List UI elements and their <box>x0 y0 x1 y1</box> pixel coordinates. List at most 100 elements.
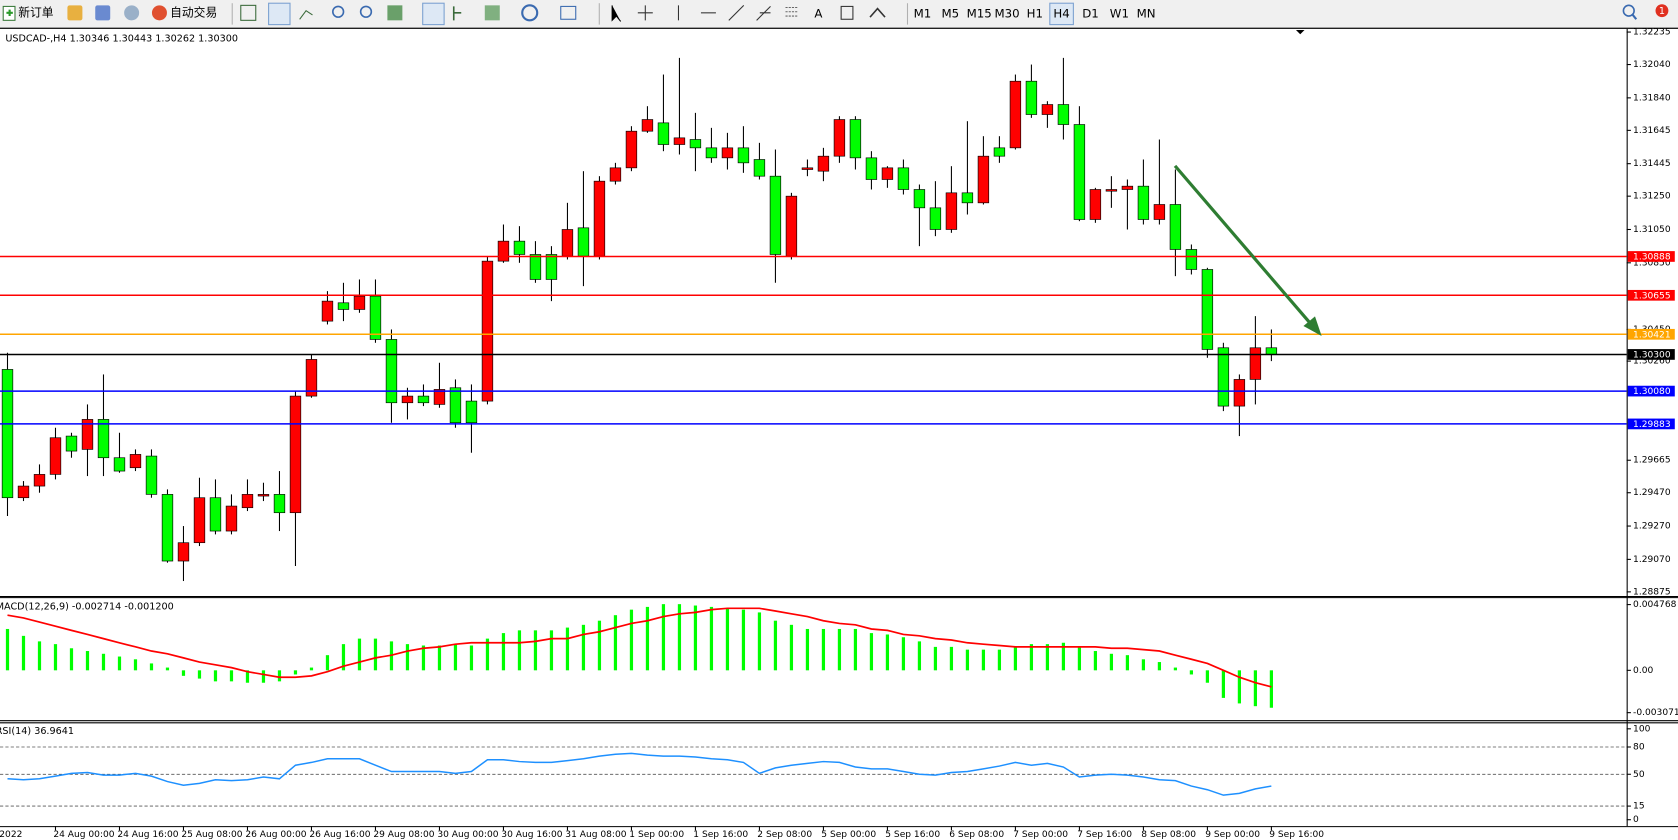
candle-body <box>129 454 142 469</box>
notification-badge <box>1655 4 1669 18</box>
candle-body <box>465 400 478 424</box>
macd-bar <box>37 641 42 671</box>
candle-body <box>641 119 654 132</box>
auto-trading-button[interactable]: 自动交易 <box>151 5 217 21</box>
candle-body <box>817 155 830 172</box>
text-tool-icon[interactable]: A <box>814 6 822 20</box>
timeframe-button[interactable]: M1 <box>914 6 932 20</box>
chart-background <box>0 28 1678 840</box>
candle-body <box>721 147 734 159</box>
macd-bar <box>805 628 810 671</box>
indicators-icon[interactable] <box>484 5 500 21</box>
y-tick-label: -0.003071 <box>1633 708 1678 718</box>
zoom-out-icon[interactable] <box>359 5 373 18</box>
candle-body <box>33 474 46 487</box>
macd-bar <box>597 620 602 671</box>
macd-bar <box>661 604 666 671</box>
x-tick-label: 26 Aug 16:00 <box>309 830 370 840</box>
macd-bar <box>277 670 282 682</box>
candle-body <box>593 180 606 257</box>
fibo-icon[interactable] <box>785 6 799 17</box>
level-tag <box>1627 251 1675 262</box>
y-tick-label: 0.00 <box>1633 666 1653 676</box>
crosshair-icon[interactable] <box>637 5 653 21</box>
macd-bar <box>1029 644 1034 671</box>
candle-body <box>1057 104 1070 125</box>
arrows-icon[interactable] <box>869 7 886 18</box>
notifications[interactable]: 1 <box>1655 4 1669 18</box>
macd-bar <box>1125 655 1130 671</box>
timeframe-button[interactable]: M5 <box>941 6 959 20</box>
macd-bar <box>997 649 1002 671</box>
x-tick-label: 29 Aug 08:00 <box>373 830 434 840</box>
timeframe-button[interactable]: H1 <box>1027 6 1043 20</box>
market-watch-icon[interactable] <box>67 5 83 21</box>
timeframe-button[interactable]: W1 <box>1110 6 1129 20</box>
macd-bar <box>261 670 266 683</box>
candle-body <box>337 302 350 310</box>
macd-bar <box>5 628 10 671</box>
line-chart-icon[interactable] <box>299 9 313 20</box>
macd-bar <box>485 638 490 671</box>
channel-icon[interactable] <box>756 6 771 21</box>
macd-bar <box>645 606 650 671</box>
macd-title: MACD(12,26,9) -0.002714 -0.001200 <box>0 602 174 613</box>
macd-bar <box>773 620 778 671</box>
navigator-icon[interactable] <box>124 5 140 21</box>
candle-body <box>769 175 782 255</box>
bar-chart-icon[interactable] <box>240 4 257 21</box>
templates-icon[interactable] <box>560 5 577 20</box>
candle-body <box>449 387 462 424</box>
macd-bar <box>853 628 858 671</box>
macd-bar <box>693 605 698 671</box>
macd-bar <box>1269 670 1274 708</box>
macd-bar <box>293 670 298 675</box>
y-tick-label: 1.32040 <box>1633 60 1671 70</box>
macd-bar <box>213 670 218 682</box>
candle-body <box>1201 269 1214 350</box>
cursor-icon[interactable] <box>611 5 622 22</box>
autoscroll-icon[interactable] <box>422 2 445 26</box>
label-tool-icon[interactable] <box>840 5 854 20</box>
active-timeframe-frame <box>1049 2 1074 26</box>
macd-bar <box>373 638 378 671</box>
y-tick-label: 1.29470 <box>1633 488 1671 498</box>
macd-bar <box>709 606 714 671</box>
data-window-icon[interactable] <box>95 5 111 21</box>
tile-icon[interactable] <box>387 5 403 21</box>
candle-body <box>81 419 94 450</box>
zoom-in-icon[interactable] <box>332 5 345 18</box>
timeframe-bar: M1 M5 M15 M30 H1 H4 D1 W1 MN <box>914 2 1156 26</box>
new-order-button[interactable]: 新订单 <box>2 5 54 21</box>
timeframe-button[interactable]: H4 <box>1053 6 1069 20</box>
timeframe-button[interactable]: M30 <box>994 6 1019 20</box>
candle-body <box>529 254 542 280</box>
candle-body <box>737 147 750 164</box>
search-icon[interactable] <box>1622 4 1635 17</box>
candle-body <box>257 494 270 497</box>
candle-body <box>1089 189 1102 220</box>
candle-chart-icon[interactable] <box>268 2 291 26</box>
candle-body <box>433 389 446 405</box>
macd-bar <box>149 663 154 671</box>
trendline-icon[interactable] <box>728 4 745 21</box>
timeframe-button[interactable]: MN <box>1137 6 1156 20</box>
candle-body <box>1153 204 1166 220</box>
candle-body <box>945 192 958 230</box>
timeframe-button[interactable]: D1 <box>1082 6 1099 20</box>
macd-bar <box>1189 670 1194 675</box>
candle-body <box>353 295 366 310</box>
auto-trading-icon <box>151 5 167 21</box>
macd-bar <box>1109 653 1114 671</box>
macd-bar <box>581 624 586 671</box>
candle-body <box>561 229 574 257</box>
shift-icon[interactable] <box>452 6 462 21</box>
y-tick-label: 1.29070 <box>1633 555 1671 565</box>
timeframe-button[interactable]: M15 <box>967 6 992 20</box>
candle-body <box>881 167 894 180</box>
candle-body <box>849 119 862 159</box>
y-tick-label: 1.29270 <box>1633 522 1671 532</box>
y-tick-label: 80 <box>1633 742 1645 752</box>
periods-icon[interactable] <box>521 4 539 22</box>
